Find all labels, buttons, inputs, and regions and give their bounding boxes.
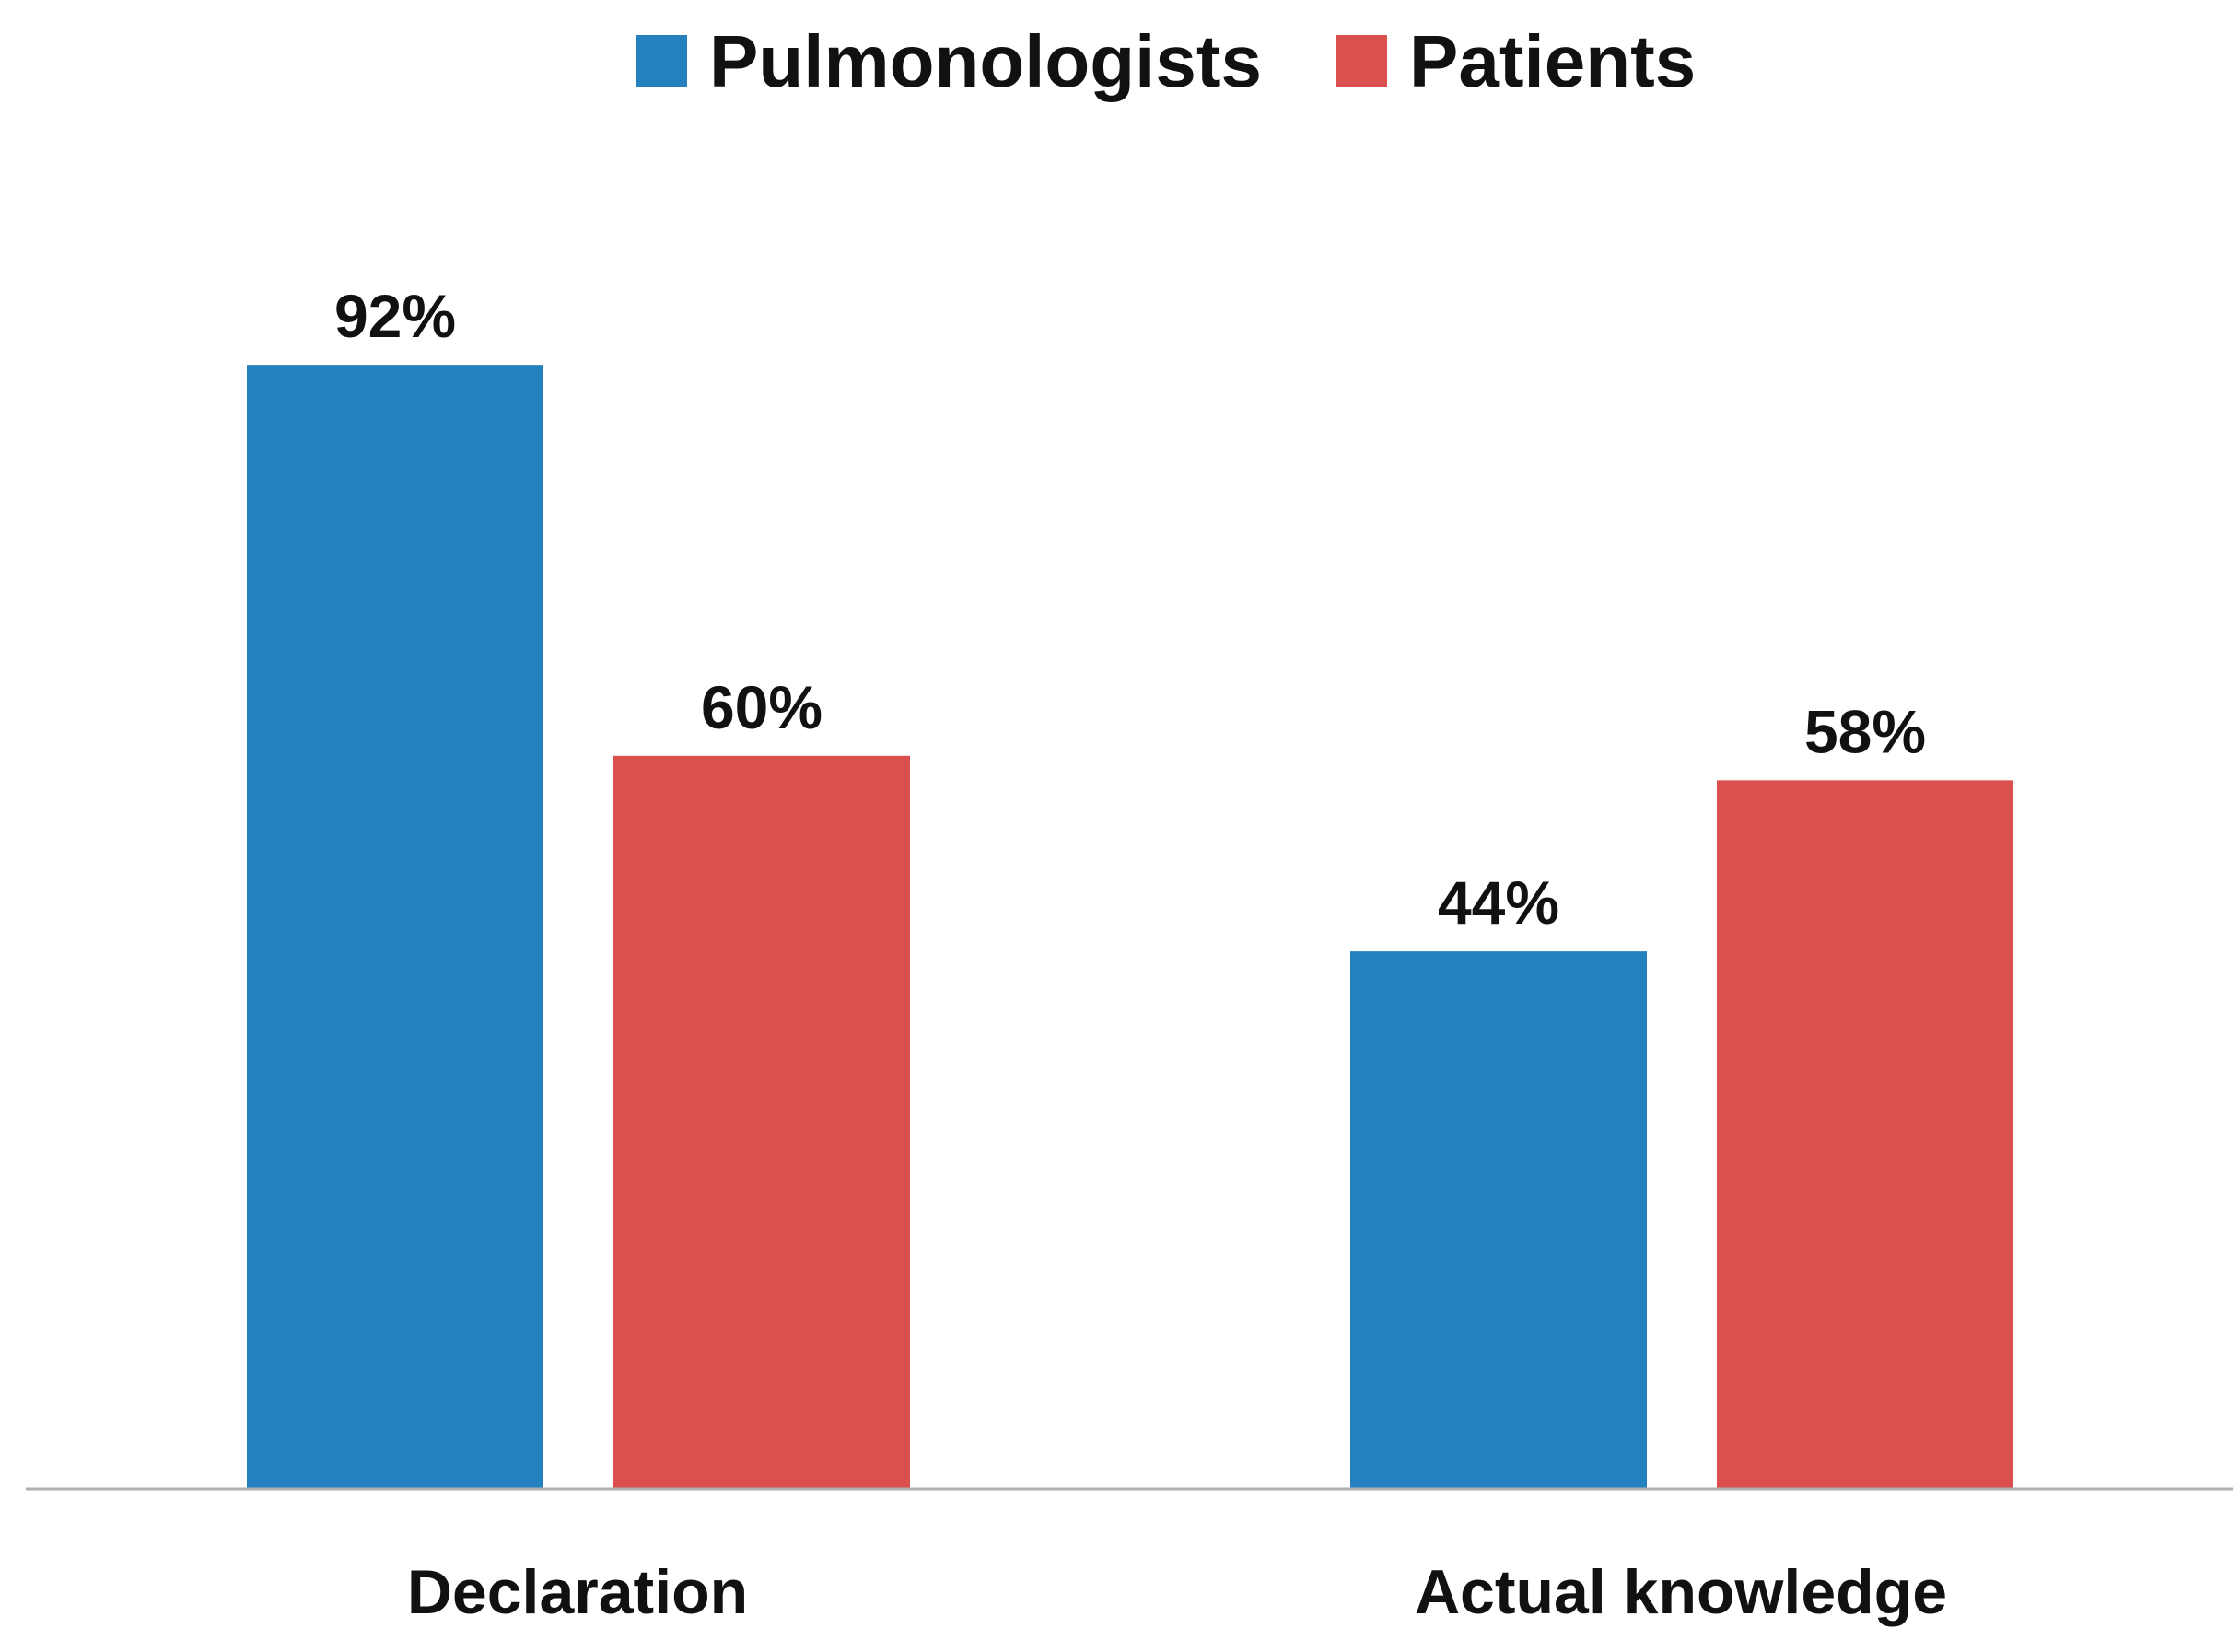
bar-patients-actual-knowledge xyxy=(1717,780,2013,1489)
data-label-patients-actual-knowledge: 58% xyxy=(1804,697,1926,765)
legend-label-patients: Patients xyxy=(1409,20,1696,102)
bar-pulmonologists-actual-knowledge xyxy=(1350,951,1647,1489)
category-label-declaration: Declaration xyxy=(407,1557,748,1627)
category-labels: Declaration Actual knowledge xyxy=(407,1557,1947,1627)
data-label-pulmonologists-declaration: 92% xyxy=(334,282,456,350)
data-label-patients-declaration: 60% xyxy=(701,673,822,741)
bar-pulmonologists-declaration xyxy=(247,365,543,1489)
data-label-pulmonologists-actual-knowledge: 44% xyxy=(1438,868,1559,937)
data-labels-layer: 92% 60% 44% 58% xyxy=(334,282,1926,937)
category-label-actual-knowledge: Actual knowledge xyxy=(1415,1557,1947,1627)
legend-label-pulmonologists: Pulmonologists xyxy=(709,20,1262,102)
legend: Pulmonologists Patients xyxy=(636,20,1696,102)
bar-patients-declaration xyxy=(613,755,910,1489)
bars-layer xyxy=(247,365,2013,1489)
legend-swatch-pulmonologists xyxy=(636,35,687,87)
legend-swatch-patients xyxy=(1336,35,1387,87)
